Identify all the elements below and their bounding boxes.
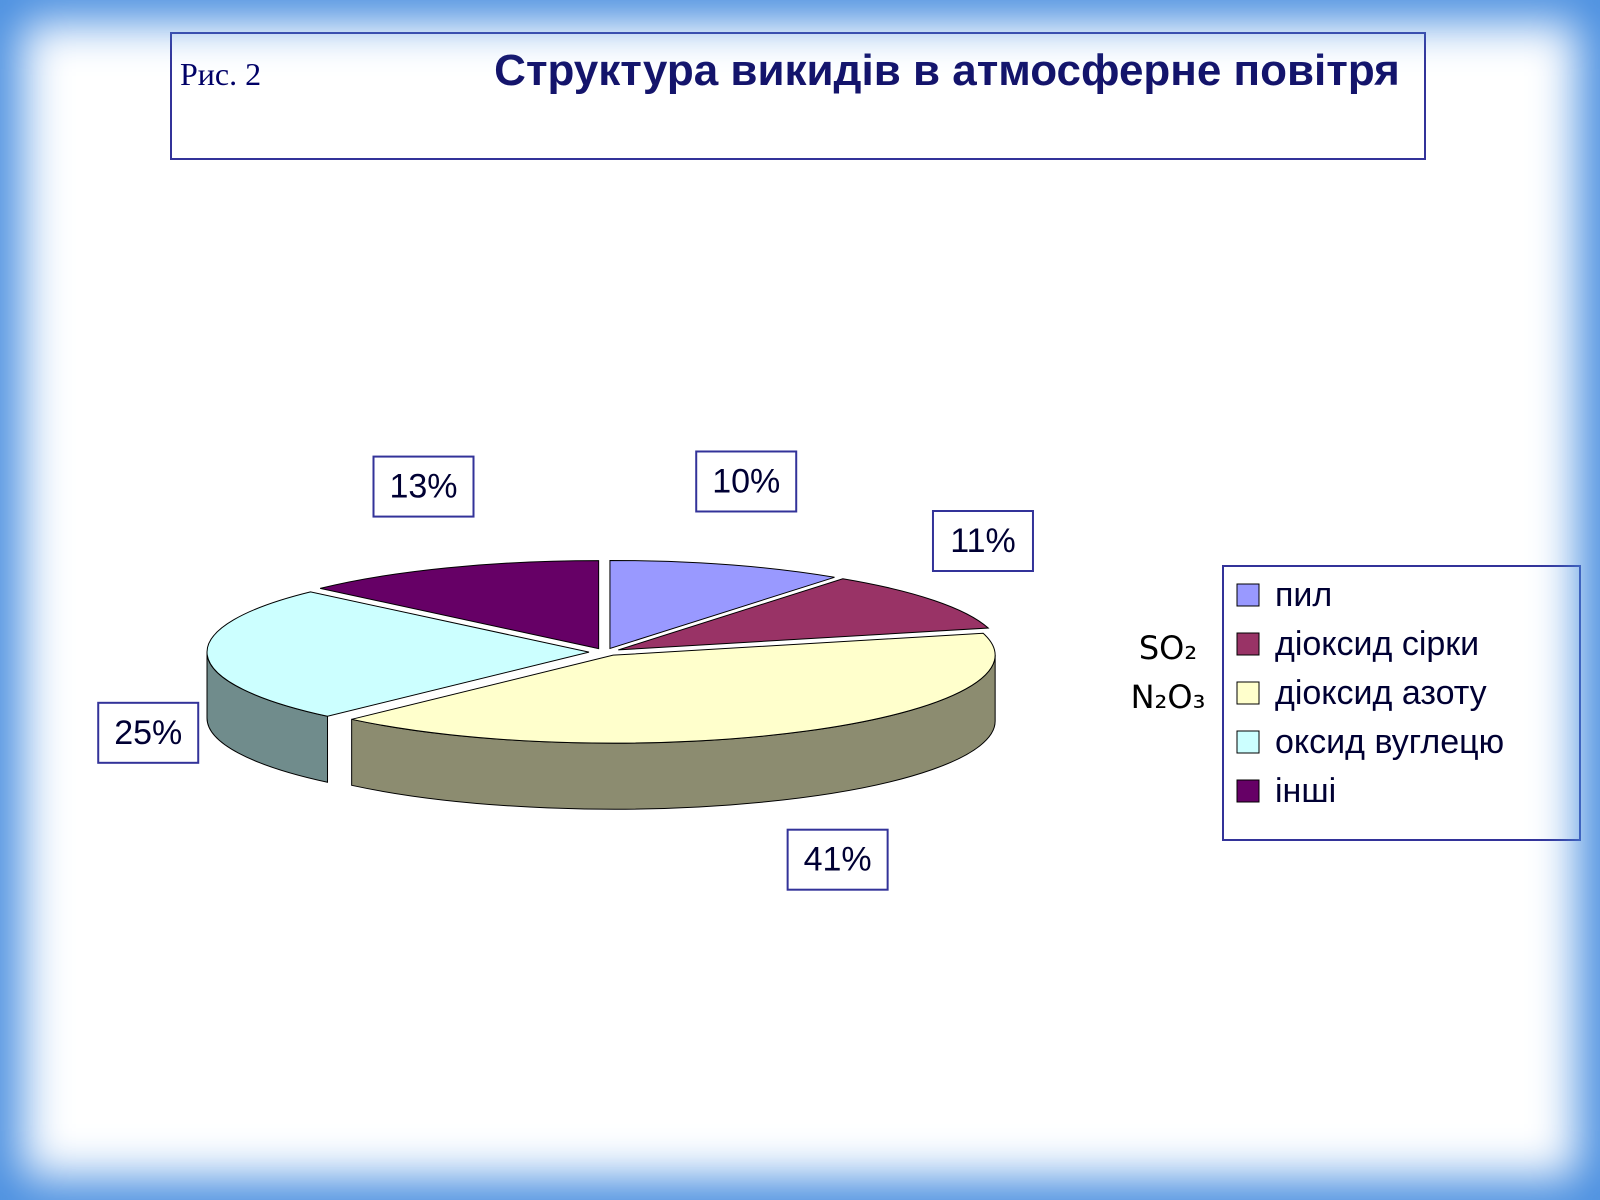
value-label: 11% <box>950 522 1016 560</box>
legend-label: діоксид азоту <box>1275 674 1487 712</box>
legend-swatch <box>1236 681 1260 705</box>
legend-swatch <box>1236 583 1260 607</box>
value-label-box <box>931 510 1034 573</box>
legend-box <box>1222 565 1581 841</box>
value-label-box <box>695 450 798 513</box>
legend-swatch <box>1236 779 1260 803</box>
annotation: SO₂ <box>1139 629 1197 667</box>
annotation: N₂O₃ <box>1131 678 1206 716</box>
value-label-box <box>97 701 200 764</box>
legend-label: інші <box>1275 772 1336 810</box>
value-label: 13% <box>389 468 457 506</box>
legend-label: оксид вуглецю <box>1275 723 1504 761</box>
legend-swatch <box>1236 632 1260 656</box>
slice <box>351 632 996 744</box>
value-label-box <box>786 828 889 891</box>
value-label-box <box>372 455 475 518</box>
value-label: 41% <box>804 841 872 879</box>
slice <box>609 559 835 650</box>
slice <box>206 591 590 717</box>
slice <box>618 578 990 651</box>
figure-label: Рис. 2 <box>180 56 262 92</box>
title-box: Рис. 2 Структура викидів в атмосферне по… <box>170 32 1426 160</box>
slice <box>320 560 600 650</box>
value-label: 10% <box>712 462 780 500</box>
value-label: 25% <box>114 714 182 752</box>
legend-label: діоксид сірки <box>1275 625 1479 663</box>
chart-title: Структура викидів в атмосферне повітря <box>494 46 1400 95</box>
legend-label: пил <box>1275 576 1332 614</box>
legend-swatch <box>1236 730 1260 754</box>
